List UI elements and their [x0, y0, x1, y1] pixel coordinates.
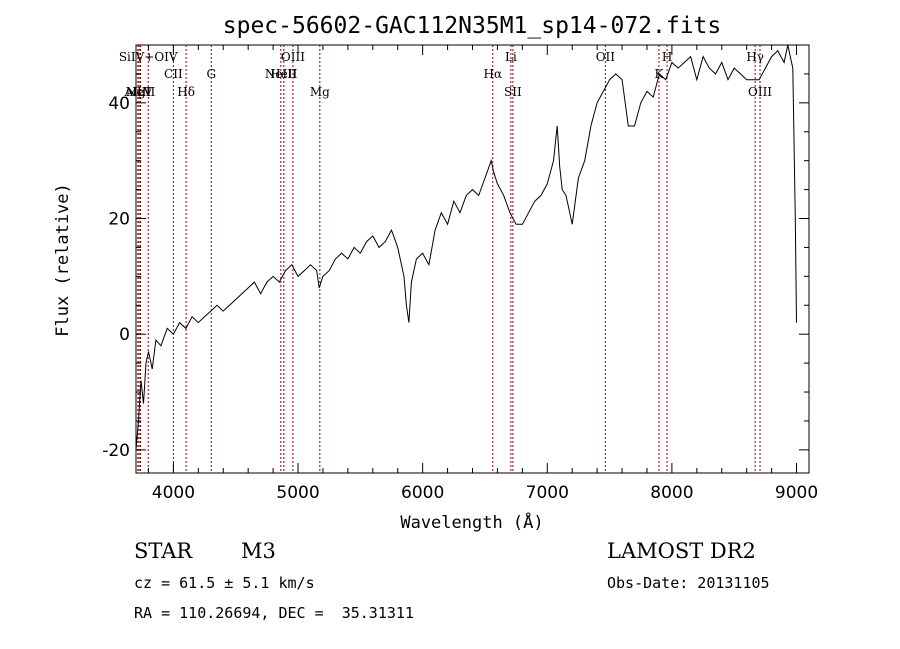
x-tick-label: 8000: [650, 483, 693, 503]
spectral-line-label: Mg: [310, 85, 330, 99]
spectral-line-label: NeIII: [265, 67, 297, 81]
object-class: STAR: [134, 539, 193, 563]
survey-name: LAMOST DR2: [607, 539, 756, 563]
y-axis-label: Flux (relative): [53, 183, 73, 337]
spectral-line-label: G: [206, 67, 216, 81]
x-tick-label: 7000: [526, 483, 569, 503]
spectrum-series-line: [135, 44, 797, 450]
x-axis-label: Wavelength (Å): [400, 511, 543, 533]
spectral-line-label: AlIII: [124, 85, 152, 99]
x-tick-label: 5000: [276, 483, 319, 503]
spectral-line-label: SII: [504, 85, 522, 99]
spectral-line-label: OIII: [281, 50, 305, 64]
spectral-line-label: MgII: [126, 85, 156, 99]
y-tick-label: 40: [108, 94, 130, 114]
plot-frame: [135, 44, 810, 474]
x-tick-label: 6000: [401, 483, 444, 503]
spectral-line-label: Hα: [484, 67, 503, 81]
axis-ticks: 4000 5000 6000 7000 8000 9000 -20 0 20 40: [102, 45, 818, 503]
spectral-line-label: Hδ: [177, 85, 195, 99]
spectral-line-label: CII: [164, 67, 183, 81]
spectral-line-label: OII: [596, 50, 616, 64]
x-tick-label: 9000: [775, 483, 818, 503]
x-tick-label: 4000: [152, 483, 195, 503]
y-tick-label: 20: [108, 210, 130, 230]
object-subclass: M3: [241, 539, 276, 563]
spectral-line-label: NeV: [126, 85, 153, 99]
spectral-line-label: SiIV+OIV: [119, 50, 178, 64]
spectral-line-label: OIII: [748, 85, 772, 99]
y-tick-label: 0: [119, 325, 130, 345]
redshift-text: cz = 61.5 ± 5.1 km/s: [134, 574, 315, 592]
spectral-line-label: H: [662, 50, 672, 64]
chart-title: spec-56602-GAC112N35M1_sp14-072.fits: [223, 13, 722, 39]
spectral-line-label: Li: [505, 50, 517, 64]
coordinates: RA = 110.26694, DEC = 35.31311: [134, 604, 414, 622]
spectral-line-label: HeII: [270, 67, 297, 81]
y-tick-label: -20: [102, 441, 130, 461]
obs-date: Obs-Date: 20131105: [607, 574, 770, 592]
spectral-line-label: Hγ: [746, 50, 764, 64]
